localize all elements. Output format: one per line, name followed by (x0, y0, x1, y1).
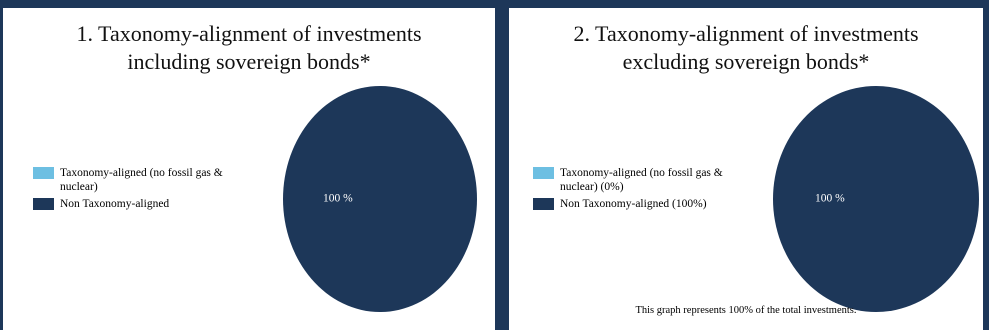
legend-swatch-non-aligned (33, 198, 54, 210)
chart-panel-including-sovereign-bonds: 1. Taxonomy-alignment of investments inc… (3, 8, 495, 330)
pie-slice-1 (283, 86, 477, 312)
legend-item-non-aligned: Non Taxonomy-aligned (33, 197, 250, 211)
legend-swatch-non-aligned (533, 198, 554, 210)
chart-footnote: This graph represents 100% of the total … (635, 305, 857, 316)
chart-title-line-1: 1. Taxonomy-alignment of investments (76, 21, 422, 46)
chart-title: 2. Taxonomy-alignment of investments exc… (509, 20, 983, 76)
legend-label-aligned: Taxonomy-aligned (no fossil gas & nuclea… (560, 167, 723, 193)
chart-panel-excluding-sovereign-bonds: 2. Taxonomy-alignment of investments exc… (509, 8, 983, 330)
legend-swatch-aligned (33, 167, 54, 179)
chart-title: 1. Taxonomy-alignment of investments inc… (3, 20, 495, 76)
chart-title-line-2: excluding sovereign bonds* (622, 49, 870, 74)
pie-chart: 100 % (773, 86, 979, 312)
legend-label-aligned: Taxonomy-aligned (no fossil gas & nuclea… (60, 167, 223, 193)
chart-legend: Taxonomy-aligned (no fossil gas & nuclea… (533, 166, 750, 214)
pie-data-label: 100 % (323, 193, 353, 205)
legend-item-non-aligned: Non Taxonomy-aligned (100%) (533, 197, 750, 211)
legend-label-non-aligned: Non Taxonomy-aligned (100%) (560, 198, 707, 210)
legend-swatch-aligned (533, 167, 554, 179)
legend-item-aligned: Taxonomy-aligned (no fossil gas & nuclea… (533, 166, 750, 194)
pie-slice-1 (773, 86, 979, 312)
pie-data-label: 100 % (815, 193, 845, 205)
chart-legend: Taxonomy-aligned (no fossil gas & nuclea… (33, 166, 250, 214)
legend-item-aligned: Taxonomy-aligned (no fossil gas & nuclea… (33, 166, 250, 194)
chart-title-line-1: 2. Taxonomy-alignment of investments (573, 21, 919, 46)
pie-chart: 100 % (283, 86, 477, 312)
chart-title-line-2: including sovereign bonds* (127, 49, 371, 74)
legend-label-non-aligned: Non Taxonomy-aligned (60, 198, 170, 210)
